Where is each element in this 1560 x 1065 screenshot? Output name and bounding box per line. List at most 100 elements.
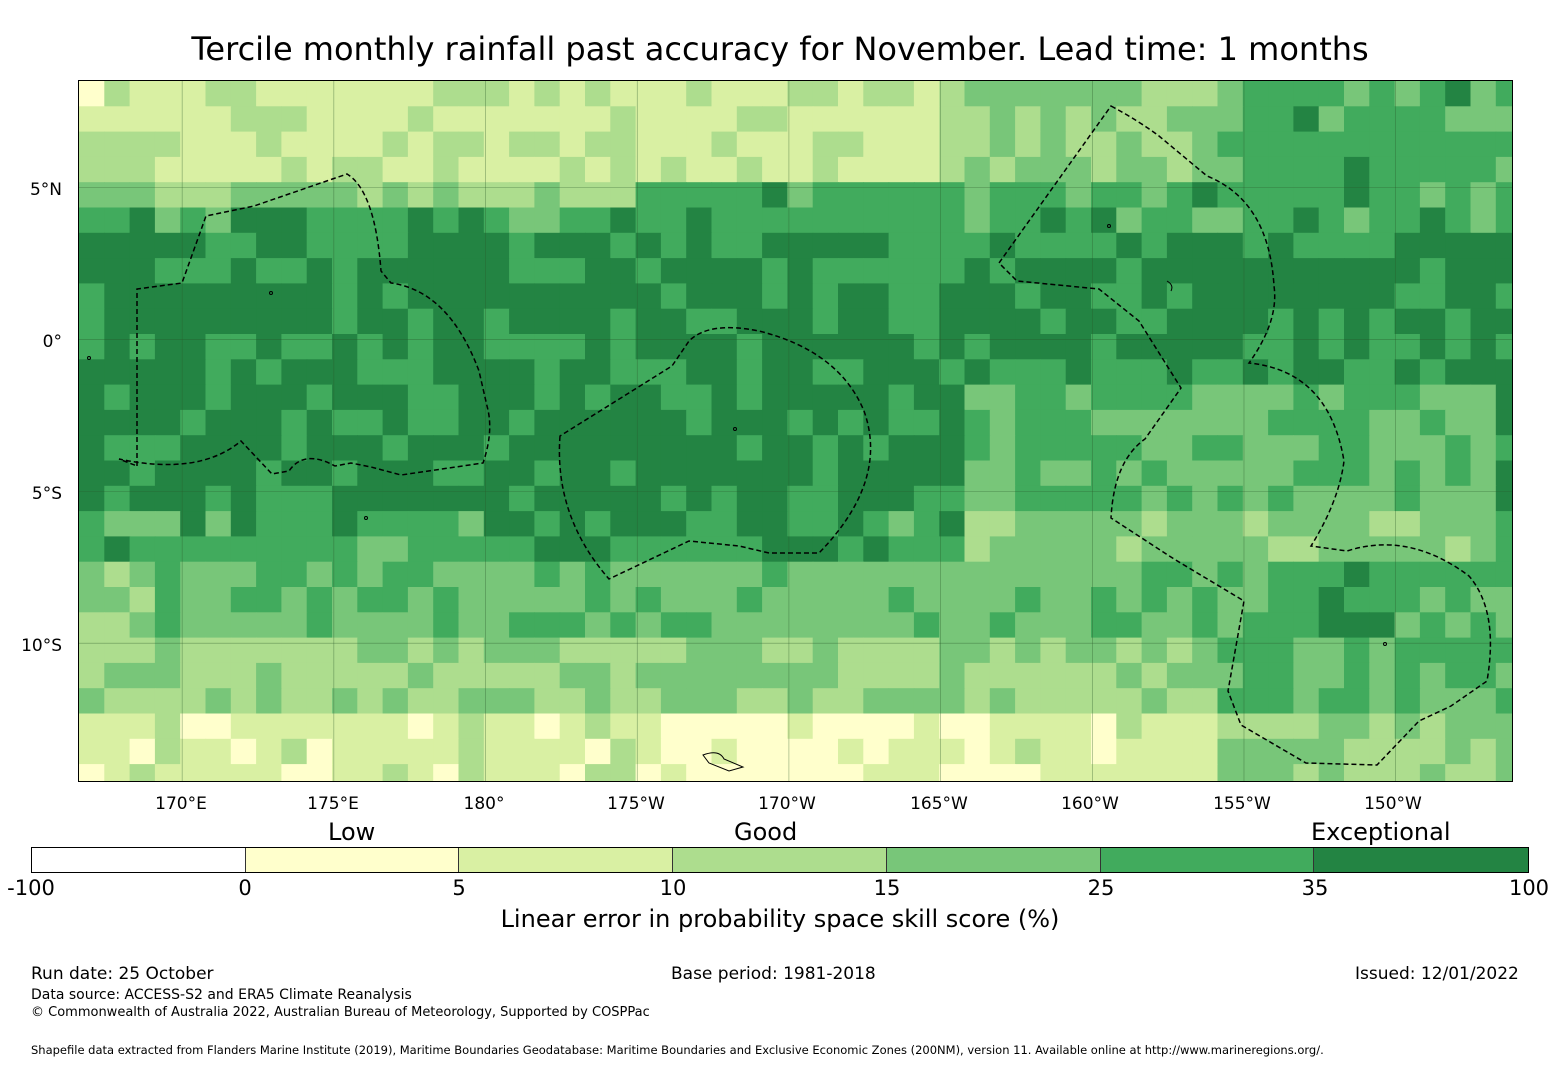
heatmap-cell (1166, 106, 1193, 133)
heatmap-cell (812, 207, 839, 234)
heatmap-cell (230, 485, 257, 512)
heatmap-cell (534, 359, 561, 386)
heatmap-cell (104, 359, 131, 386)
heatmap-cell (1344, 131, 1370, 158)
heatmap-cell (104, 81, 131, 107)
heatmap-cell (1242, 308, 1269, 335)
heatmap-cell (1369, 587, 1396, 613)
heatmap-cell (407, 384, 434, 411)
heatmap-cell (1394, 359, 1421, 386)
heatmap-cell (939, 232, 966, 259)
heatmap-cell (281, 81, 308, 107)
heatmap-cell (205, 587, 232, 613)
heatmap-cell (458, 106, 485, 133)
heatmap-cell (1369, 283, 1396, 310)
heatmap-cell (888, 688, 915, 715)
heatmap-cell (382, 258, 409, 284)
heatmap-cell (1268, 81, 1294, 107)
heatmap-cell (256, 764, 282, 781)
heatmap-cell (1318, 81, 1345, 107)
heatmap-cell (585, 258, 611, 284)
heatmap-cell (534, 738, 561, 765)
heatmap-cell (913, 81, 940, 107)
heatmap-cell (332, 460, 358, 487)
heatmap-cell (129, 156, 156, 183)
heatmap-cell (939, 587, 966, 613)
heatmap-cell (205, 81, 232, 107)
heatmap-cell (382, 764, 409, 781)
heatmap-cell (1091, 485, 1117, 512)
heatmap-cell (1495, 106, 1512, 133)
heatmap-cell (1268, 308, 1294, 335)
heatmap-cell (711, 182, 738, 209)
heatmap-cell (787, 764, 814, 781)
heatmap-cell (939, 511, 966, 537)
heatmap-cell (509, 131, 535, 158)
heatmap-cell (509, 511, 535, 537)
heatmap-cell (1293, 384, 1320, 411)
heatmap-cell (1015, 207, 1041, 234)
heatmap-cell (610, 713, 637, 740)
heatmap-cell (610, 258, 637, 284)
heatmap-cell (281, 713, 308, 740)
heatmap-cell (129, 485, 156, 512)
heatmap-cell (1369, 207, 1396, 234)
heatmap-cell (1394, 536, 1421, 563)
heatmap-cell (1268, 460, 1294, 487)
colorbar-segment (886, 848, 1101, 872)
heatmap-cell (79, 688, 105, 715)
heatmap-cell (939, 308, 966, 335)
heatmap-cell (1470, 384, 1497, 411)
heatmap-cell (357, 485, 384, 512)
heatmap-cell (1166, 334, 1193, 360)
heatmap-cell (762, 131, 788, 158)
heatmap-cell (1419, 258, 1446, 284)
heatmap-cell (585, 409, 611, 436)
heatmap-cell (1470, 688, 1497, 715)
heatmap-cell (1242, 106, 1269, 133)
heatmap-cell (256, 131, 282, 158)
heatmap-cell (711, 713, 738, 740)
lon-label-170e: 170°E (155, 794, 207, 814)
heatmap-cell (1065, 688, 1092, 715)
heatmap-cell (1116, 435, 1143, 462)
heatmap-cell (989, 485, 1016, 512)
heatmap-cell (1293, 637, 1320, 664)
heatmap-cell (458, 662, 485, 689)
heatmap-cell (230, 511, 257, 537)
heatmap-cell (509, 81, 535, 107)
heatmap-cell (1192, 561, 1219, 588)
heatmap-cell (1015, 156, 1041, 183)
heatmap-cell (509, 283, 535, 310)
heatmap-cell (534, 612, 561, 639)
heatmap-cell (812, 409, 839, 436)
heatmap-cell (989, 232, 1016, 259)
heatmap-cell (458, 688, 485, 715)
heatmap-cell (534, 409, 561, 436)
heatmap-cell (1419, 207, 1446, 234)
heatmap-cell (129, 283, 156, 310)
heatmap-cell (509, 359, 535, 386)
heatmap-cell (129, 409, 156, 436)
heatmap-cell (610, 283, 637, 310)
heatmap-cell (1293, 207, 1320, 234)
heatmap-cell (1166, 688, 1193, 715)
heatmap-cell (559, 232, 586, 259)
heatmap-cell (458, 764, 485, 781)
heatmap-cell (1192, 713, 1219, 740)
heatmap-cell (129, 207, 156, 234)
heatmap-cell (1192, 637, 1219, 664)
heatmap-cell (1445, 409, 1472, 436)
heatmap-cell (433, 460, 460, 487)
heatmap-cell (407, 485, 434, 512)
lon-label-170w: 170°W (758, 794, 816, 814)
heatmap-cell (458, 460, 485, 487)
heatmap-cell (154, 738, 181, 765)
heatmap-cell (686, 182, 713, 209)
heatmap-cell (787, 435, 814, 462)
heatmap-cell (1166, 587, 1193, 613)
heatmap-cell (256, 435, 282, 462)
heatmap-cell (1419, 561, 1446, 588)
heatmap-cell (913, 662, 940, 689)
heatmap-cell (1015, 587, 1041, 613)
